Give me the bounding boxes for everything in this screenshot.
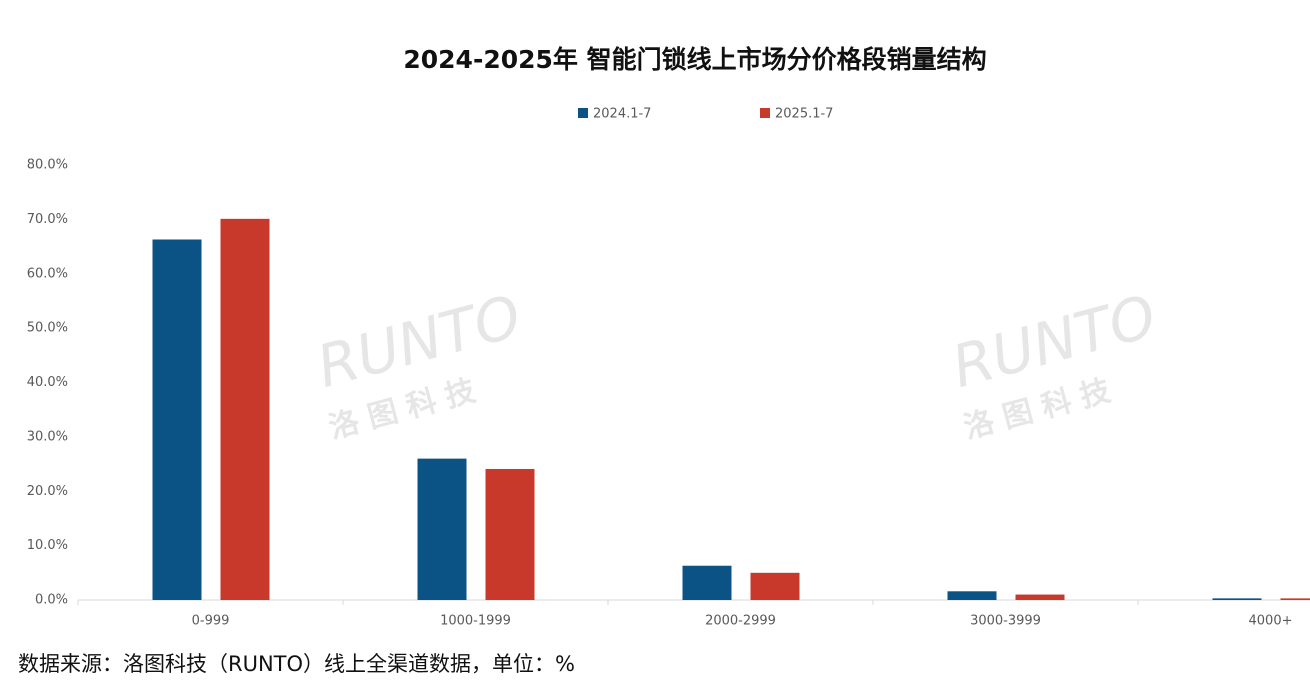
bar [152, 239, 202, 600]
source-note: 数据来源：洛图科技（RUNTO）线上全渠道数据，单位：% [18, 652, 575, 676]
x-tick-label: 1000-1999 [440, 614, 511, 629]
bar [220, 218, 270, 601]
y-tick-label: 0.0% [35, 593, 68, 608]
x-tick-label: 2000-2999 [705, 614, 776, 629]
legend-swatch [760, 108, 770, 118]
bar [750, 572, 800, 600]
y-tick-label: 80.0% [27, 158, 68, 173]
legend-label: 2024.1-7 [593, 107, 651, 122]
bar [1280, 598, 1310, 600]
y-tick-label: 60.0% [27, 266, 68, 281]
legend-swatch [578, 108, 588, 118]
watermark: RUNTO [945, 282, 1163, 401]
y-tick-label: 20.0% [27, 484, 68, 499]
bar [1212, 598, 1262, 600]
y-tick-label: 30.0% [27, 429, 68, 444]
x-tick-label: 4000+ [1249, 614, 1293, 629]
y-tick-label: 50.0% [27, 321, 68, 336]
y-tick-label: 10.0% [27, 538, 68, 553]
chart-title: 2024-2025年 智能门锁线上市场分价格段销量结构 [403, 45, 986, 74]
x-tick-label: 3000-3999 [970, 614, 1041, 629]
bar [682, 565, 732, 600]
y-tick-label: 40.0% [27, 375, 68, 390]
bar [1015, 594, 1065, 600]
legend-label: 2025.1-7 [775, 107, 833, 122]
bar [947, 591, 997, 600]
y-tick-label: 70.0% [27, 212, 68, 227]
watermark: RUNTO [310, 282, 528, 401]
x-tick-label: 0-999 [192, 614, 230, 629]
bar [417, 458, 467, 600]
bar [485, 468, 535, 600]
